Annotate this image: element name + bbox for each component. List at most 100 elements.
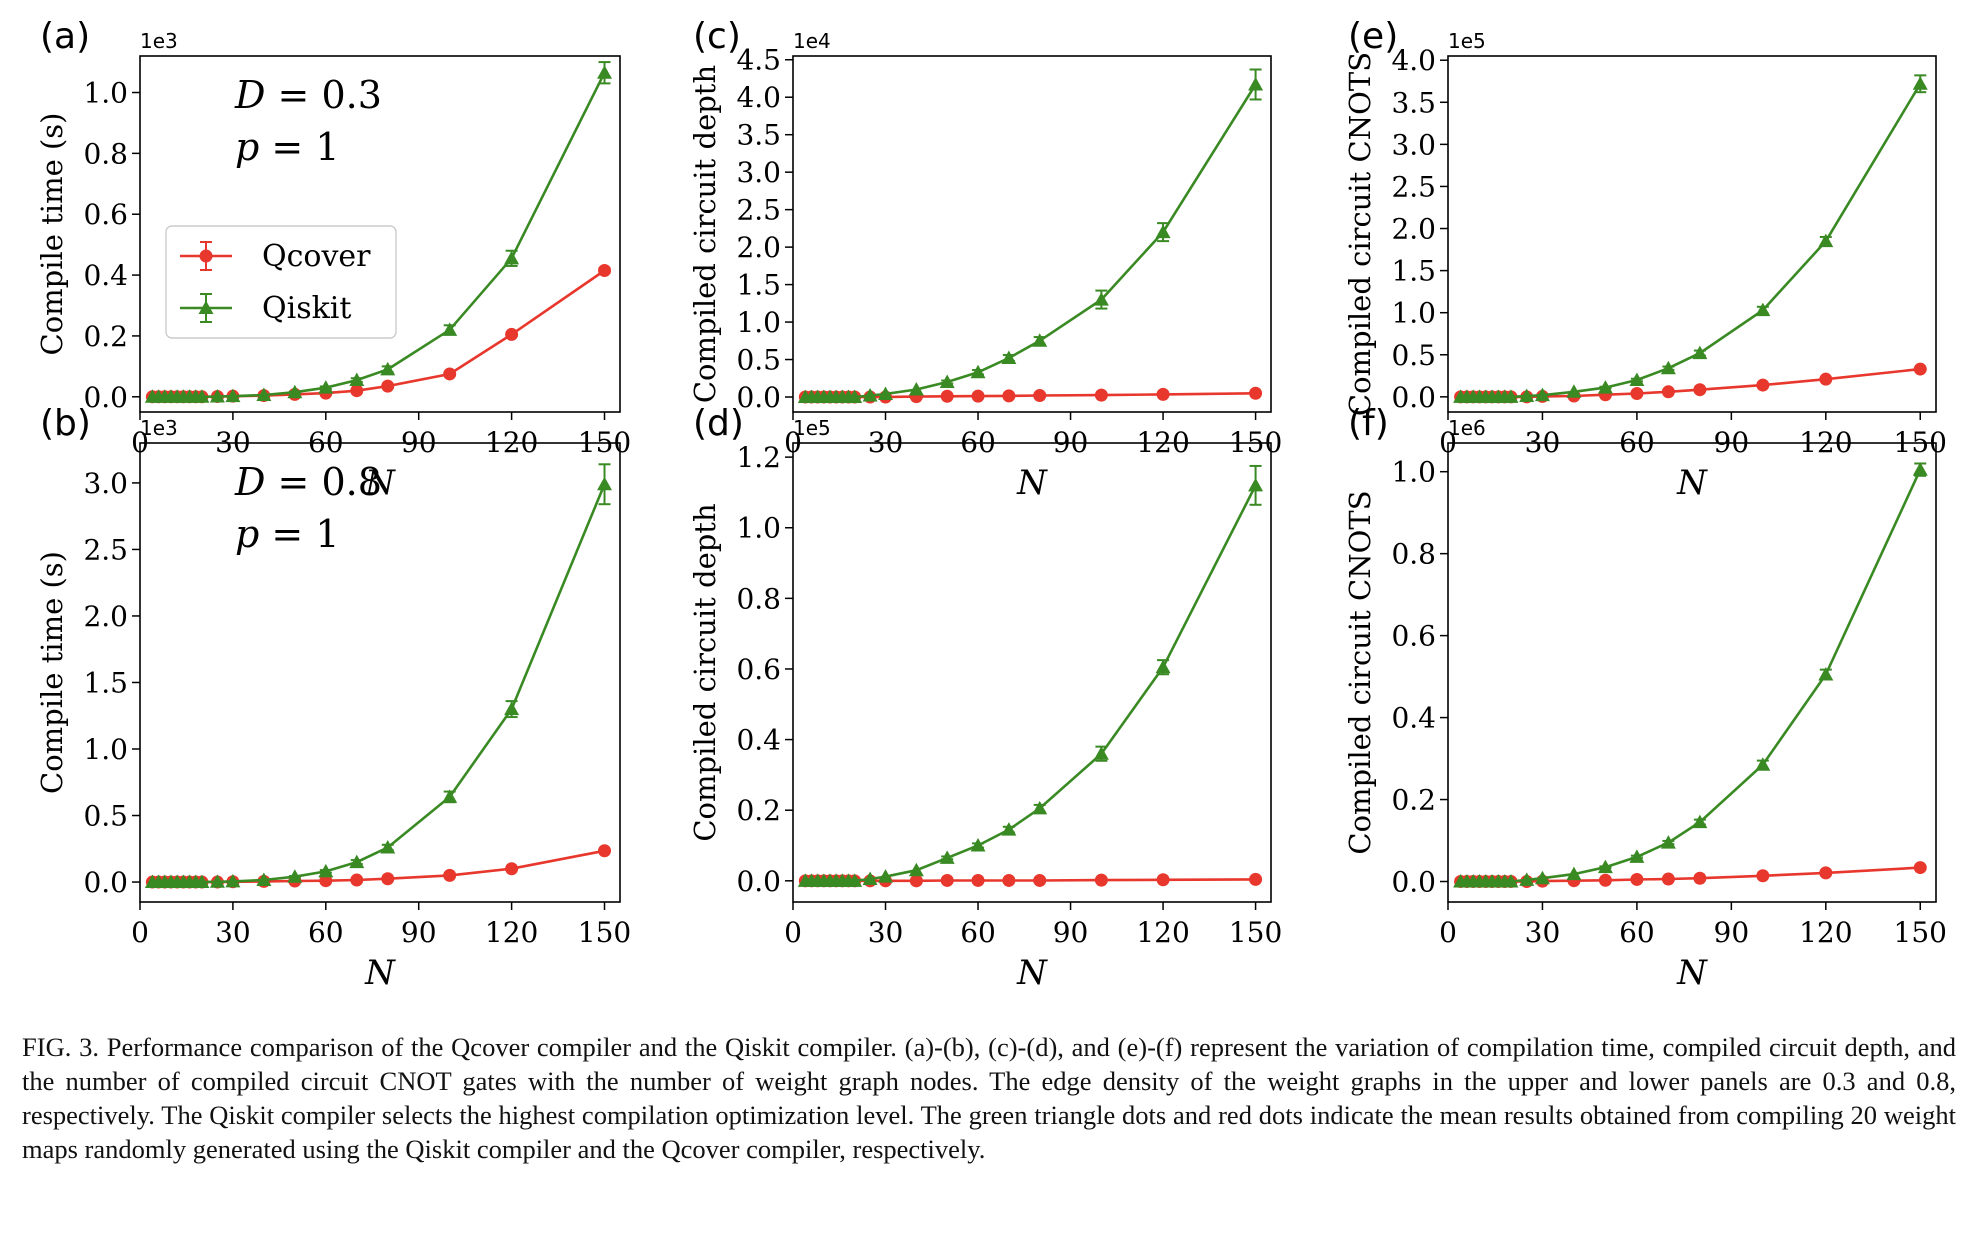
data-point xyxy=(1912,76,1928,90)
data-point xyxy=(1249,386,1263,400)
annotation: p = 1 xyxy=(235,512,340,556)
x-tick-label: 120 xyxy=(1136,916,1189,949)
data-point xyxy=(1503,874,1519,888)
data-point xyxy=(442,789,458,803)
data-point xyxy=(1913,861,1927,875)
data-point xyxy=(598,264,612,278)
data-point xyxy=(1002,873,1016,887)
axis-multiplier: 1e5 xyxy=(1448,29,1486,53)
x-tick-label: 120 xyxy=(1799,916,1852,949)
data-point xyxy=(1597,859,1613,874)
data-point xyxy=(1033,389,1047,403)
y-tick-label: 0.8 xyxy=(1391,538,1436,571)
x-tick-label: 30 xyxy=(868,916,904,949)
data-point xyxy=(1094,873,1108,887)
data-point xyxy=(1660,360,1676,375)
axis-multiplier: 1e6 xyxy=(1448,416,1486,440)
legend: Qcover Qiskit xyxy=(165,225,397,339)
data-point xyxy=(256,387,272,401)
data-point xyxy=(597,476,613,491)
y-tick-label: 1.5 xyxy=(83,666,128,699)
data-point xyxy=(1693,383,1707,397)
axes-frame xyxy=(1447,55,1937,413)
series-qiskit xyxy=(144,463,613,889)
x-axis-label: N xyxy=(1676,463,1708,503)
data-point xyxy=(1629,849,1645,863)
x-tick-label: 150 xyxy=(578,916,631,949)
panel-c: 0 30 60 90 120 1500.00.51.01.52.02.53.03.54.0… xyxy=(688,16,1282,503)
data-point xyxy=(1032,333,1048,347)
y-tick-label: 2.0 xyxy=(1391,213,1436,246)
x-tick-label: 30 xyxy=(215,916,251,949)
panel-f: 0 30 60 90 120 150 0.0 0.2 0.4 0.6 0.8 1.0 1e6 (f) N Co… xyxy=(1343,403,1947,993)
x-tick-label: 60 xyxy=(960,916,996,949)
data-point xyxy=(878,386,894,401)
x-tick-label: 0 xyxy=(1439,916,1457,949)
data-point xyxy=(1756,378,1770,392)
x-tick-label: 90 xyxy=(401,916,437,949)
axis-multiplier: 1e4 xyxy=(793,29,831,53)
data-point xyxy=(1519,872,1535,886)
data-point xyxy=(442,322,458,336)
y-tick-label: 0.4 xyxy=(1391,702,1436,735)
y-axis-label: Compile time (s) xyxy=(35,113,69,356)
y-tick-label: 0.6 xyxy=(83,198,128,231)
series-qiskit xyxy=(144,61,613,403)
y-tick-label: 0.4 xyxy=(83,259,128,292)
data-point xyxy=(349,372,365,387)
x-axis-label: N xyxy=(364,463,396,503)
data-point xyxy=(970,838,986,852)
annotation: D = 0.8 xyxy=(234,460,382,504)
data-point xyxy=(1755,302,1771,317)
y-tick-label: 0.0 xyxy=(83,866,128,899)
data-point xyxy=(940,389,954,403)
y-tick-label: 1.5 xyxy=(736,269,781,302)
data-point xyxy=(598,844,612,858)
legend-marker-triangle xyxy=(198,300,214,314)
series-qiskit xyxy=(797,68,1264,404)
y-tick-label: 2.5 xyxy=(83,533,128,566)
y-tick-label: 3.0 xyxy=(736,156,781,189)
data-point xyxy=(443,868,457,882)
data-point xyxy=(1818,667,1834,681)
y-tick-label: 3.5 xyxy=(736,119,781,152)
y-tick-label: 1.0 xyxy=(83,77,128,110)
data-point xyxy=(1692,814,1708,829)
x-axis-label: N xyxy=(364,953,396,993)
data-point xyxy=(1912,462,1928,476)
data-point xyxy=(1156,387,1170,401)
y-tick-label: 1.5 xyxy=(1391,255,1436,288)
data-point xyxy=(1819,866,1833,880)
x-tick-label: 150 xyxy=(1229,916,1282,949)
panel-label: (b) xyxy=(40,403,91,444)
data-point xyxy=(225,388,241,403)
data-point xyxy=(1001,350,1017,365)
data-point xyxy=(1033,873,1047,887)
y-tick-label: 2.0 xyxy=(736,231,781,264)
data-point xyxy=(1693,871,1707,885)
figure-3: 0 30 60 90 120 150 0.0 0.2 0.4 0.6 0.8 1.0 1e3 (a) N Co… xyxy=(35,16,1947,993)
y-tick-label: 4.0 xyxy=(1391,44,1436,77)
data-point xyxy=(862,388,878,402)
axes-frame xyxy=(792,55,1272,413)
series-qiskit xyxy=(797,464,1264,887)
data-point xyxy=(504,250,520,265)
data-point xyxy=(847,389,863,404)
data-point xyxy=(505,327,519,341)
x-tick-label: 150 xyxy=(1894,916,1947,949)
series-line-qiskit xyxy=(805,484,1257,883)
data-point xyxy=(1249,872,1263,886)
data-point xyxy=(940,873,954,887)
data-point xyxy=(350,873,364,887)
data-point xyxy=(1661,872,1675,886)
figure-caption: FIG. 3. Performance comparison of the Qc… xyxy=(22,1032,1956,1164)
y-tick-label: 0.8 xyxy=(83,137,128,170)
data-point xyxy=(319,874,333,888)
panel-label: (f) xyxy=(1348,403,1389,444)
x-tick-label: 30 xyxy=(1525,916,1561,949)
data-point xyxy=(1755,757,1771,771)
y-tick-label: 0.2 xyxy=(736,794,781,827)
x-tick-label: 90 xyxy=(1053,916,1089,949)
y-tick-label: 2.5 xyxy=(736,194,781,227)
data-point xyxy=(504,701,520,716)
